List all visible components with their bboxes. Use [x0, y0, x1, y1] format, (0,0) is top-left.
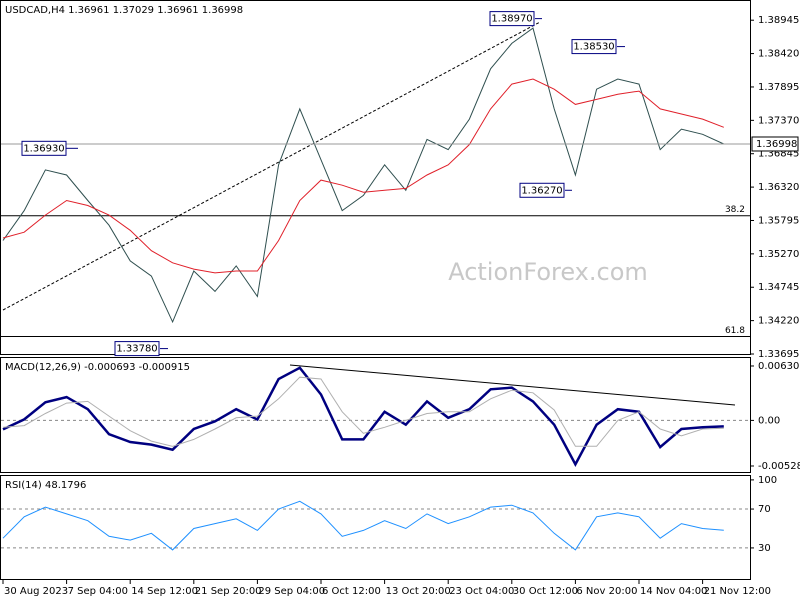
x-tick-label: 30 Aug 2023 [4, 586, 68, 597]
x-tick-label: 30 Oct 12:00 [513, 586, 578, 597]
y-tick-label: 1.34745 [758, 282, 799, 293]
macd-panel [0, 357, 751, 473]
annotation-label: 1.33780 [116, 344, 157, 355]
current-price-label: 1.36998 [756, 139, 797, 150]
x-tick-label: 23 Oct 04:00 [449, 586, 514, 597]
y-tick-label: 30 [758, 543, 771, 554]
y-tick-label: 1.36845 [758, 149, 799, 160]
y-tick-label: 1.37895 [758, 82, 799, 93]
signal-value: -0.000915 [139, 362, 190, 373]
annotation-label: 1.38530 [573, 42, 614, 53]
y-tick-label: 100 [758, 475, 777, 486]
y-tick-label: 0.006305 [758, 361, 800, 372]
macd-value: -0.000693 [84, 362, 135, 373]
y-tick-label: -0.005283 [758, 461, 800, 472]
y-tick-label: 70 [758, 504, 771, 515]
close: 1.36998 [202, 5, 243, 16]
annotation-box [519, 182, 565, 198]
x-tick-label: 6 Nov 20:00 [576, 586, 637, 597]
macd-title: MACD(12,26,9) [5, 362, 81, 373]
annotation-label: 1.36270 [521, 185, 562, 196]
y-tick-label: 0.00 [758, 415, 780, 426]
current-price-box [751, 136, 799, 152]
y-tick-label: 1.37370 [758, 115, 799, 126]
fib-label: 38.2 [725, 205, 745, 215]
annotation-box [571, 39, 617, 55]
rsi-value: 48.1796 [45, 480, 86, 491]
y-tick-label: 1.36320 [758, 182, 799, 193]
series-line [2, 366, 724, 468]
x-tick-label: 14 Sep 12:00 [131, 586, 198, 597]
x-tick-label: 7 Sep 04:00 [68, 586, 128, 597]
rsi-panel [0, 475, 751, 580]
rsi-title: RSI(14) [5, 480, 42, 491]
annotation-box [114, 341, 160, 357]
y-tick-label: 1.35270 [758, 249, 799, 260]
y-tick-label: 1.35795 [758, 215, 799, 226]
y-tick-label: 1.38945 [758, 15, 799, 26]
y-tick-label: 1.38420 [758, 49, 799, 60]
macd-trend-line [289, 364, 736, 406]
annotation-box [21, 140, 67, 156]
annotation-box [489, 11, 535, 27]
annotation-label: 1.36930 [23, 143, 64, 154]
x-tick-label: 21 Nov 12:00 [704, 586, 771, 597]
x-tick-label: 6 Oct 12:00 [322, 586, 381, 597]
x-tick-label: 14 Nov 04:00 [640, 586, 707, 597]
x-tick-label: 21 Sep 20:00 [195, 586, 262, 597]
open: 1.36961 [68, 5, 109, 16]
series-line [2, 27, 725, 324]
fib-label: 61.8 [725, 326, 745, 336]
high: 1.37029 [113, 5, 154, 16]
low: 1.36961 [157, 5, 198, 16]
y-tick-label: 1.33695 [758, 349, 799, 360]
rsi-header: RSI(14) 48.1796 [5, 480, 86, 491]
series-line [2, 78, 724, 274]
trend-line [2, 21, 541, 311]
symbol: USDCAD,H4 [5, 5, 65, 16]
watermark: ActionForex.com [448, 258, 648, 286]
series-line [2, 500, 724, 551]
series-line [2, 376, 724, 447]
header: USDCAD,H4 1.36961 1.37029 1.36961 1.3699… [5, 5, 243, 16]
macd-header: MACD(12,26,9) -0.000693 -0.000915 [5, 362, 190, 373]
y-tick-label: 1.34220 [758, 316, 799, 327]
x-tick-label: 29 Sep 04:00 [258, 586, 325, 597]
x-tick-label: 13 Oct 20:00 [386, 586, 451, 597]
price-panel [0, 0, 751, 355]
annotation-label: 1.38970 [491, 14, 532, 25]
